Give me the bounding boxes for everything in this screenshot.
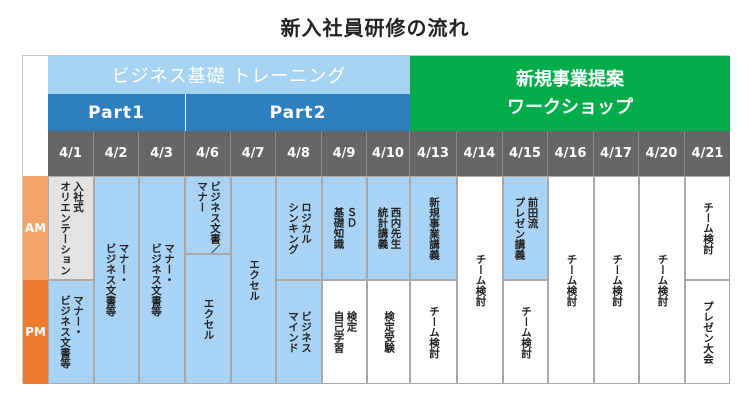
session-cell: チーム検討: [457, 176, 503, 384]
session-label: ビジネス文書／ マナー: [196, 181, 221, 254]
session-label: エクセル: [202, 298, 215, 340]
session-cell: 検定 自己学習: [322, 280, 367, 384]
date-cell: 4/3: [139, 131, 185, 176]
date-cell: 4/20: [639, 131, 685, 176]
session-label: チーム検討: [702, 201, 714, 255]
session-cell: ＳＤ 基礎知識: [322, 176, 367, 280]
part1-band: Part1: [48, 94, 185, 131]
business-training-band: ビジネス基礎 トレーニング: [48, 56, 410, 94]
session-cell: エクセル: [185, 254, 231, 384]
date-row: 4/1 4/2 4/3 4/6 4/7 4/8 4/9 4/10 4/13 4/…: [48, 131, 730, 176]
session-cell: マナー・ ビジネス文書等: [139, 176, 185, 384]
session-label: プレゼン大会: [702, 300, 714, 364]
session-cell: チーム検討: [503, 280, 548, 384]
session-label: マナー・ ビジネス文書等: [104, 243, 130, 317]
session-label: チーム検討: [520, 305, 532, 359]
new-business-band: 新規事業提案 ワークショップ: [410, 56, 730, 131]
part2-label: Part2: [269, 102, 327, 123]
date-cell: 4/9: [322, 131, 367, 176]
session-label: 検定受験: [383, 311, 395, 353]
session-cell: チーム検討: [410, 280, 457, 384]
session-label: 新規事業講義: [428, 196, 440, 260]
session-label: 入社式 オリエンテーション: [59, 180, 84, 276]
session-cell: ビジネス マインド: [276, 280, 322, 384]
schedule-table: ビジネス基礎 トレーニング Part1 Part2 新規事業提案 ワークショップ…: [22, 55, 730, 384]
date-cell: 4/16: [548, 131, 594, 176]
date-cell: 4/1: [48, 131, 94, 176]
date-cell: 4/10: [367, 131, 410, 176]
session-cell: 西内先生 統計講義: [367, 176, 410, 280]
date-cell: 4/2: [94, 131, 139, 176]
session-label: ＳＤ 基礎知識: [332, 207, 358, 249]
part2-band: Part2: [186, 94, 410, 131]
session-cell: ロジカル シンキング: [276, 176, 322, 280]
session-label: マナー・ ビジネス文書等: [150, 243, 175, 317]
session-cell: マナー・ ビジネス文書等: [48, 280, 94, 384]
session-label: ビジネス マインド: [287, 311, 312, 353]
date-cell: 4/7: [231, 131, 276, 176]
date-cell: 4/13: [410, 131, 457, 176]
session-cell: 入社式 オリエンテーション: [48, 176, 94, 280]
page-title: 新入社員研修の流れ: [280, 16, 470, 40]
session-label: チーム検討: [474, 253, 487, 307]
session-cell: エクセル: [231, 176, 276, 384]
session-cell: 新規事業講義: [410, 176, 457, 280]
session-label: マナー・ ビジネス文書等: [59, 295, 84, 369]
date-cell: 4/17: [594, 131, 639, 176]
session-cell: 前田流 プレゼン講義: [503, 176, 548, 280]
new-business-label-2: ワークショップ: [507, 96, 633, 118]
session-cell: チーム検討: [639, 176, 685, 384]
date-cell: 4/6: [185, 131, 231, 176]
session-cell: プレゼン大会: [685, 280, 730, 384]
business-training-label: ビジネス基礎 トレーニング: [111, 66, 347, 87]
session-label: チーム検討: [428, 305, 440, 359]
session-label: 前田流 プレゼン講義: [513, 196, 539, 260]
session-cell: マナー・ ビジネス文書等: [94, 176, 139, 384]
session-label: 西内先生 統計講義: [376, 207, 402, 249]
date-cell: 4/14: [457, 131, 503, 176]
part1-label: Part1: [88, 102, 145, 123]
date-cell: 4/15: [503, 131, 548, 176]
date-cell: 4/21: [691, 146, 724, 161]
new-business-label-1: 新規事業提案: [516, 68, 624, 90]
session-label: チーム検討: [565, 253, 578, 307]
am-label: AM: [23, 176, 48, 280]
date-cell: 4/8: [276, 131, 322, 176]
session-label: 検定 自己学習: [332, 311, 358, 353]
pm-label: PM: [23, 280, 48, 384]
session-label: チーム検討: [656, 253, 669, 307]
session-cell: チーム検討: [594, 176, 639, 384]
session-cell: チーム検討: [548, 176, 594, 384]
session-cell: ビジネス文書／ マナー: [185, 176, 231, 254]
session-label: エクセル: [248, 259, 260, 301]
session-cell: チーム検討: [685, 176, 730, 280]
session-cell: 検定受験: [367, 280, 410, 384]
session-label: チーム検討: [611, 253, 623, 307]
session-label: ロジカル シンキング: [287, 201, 312, 255]
